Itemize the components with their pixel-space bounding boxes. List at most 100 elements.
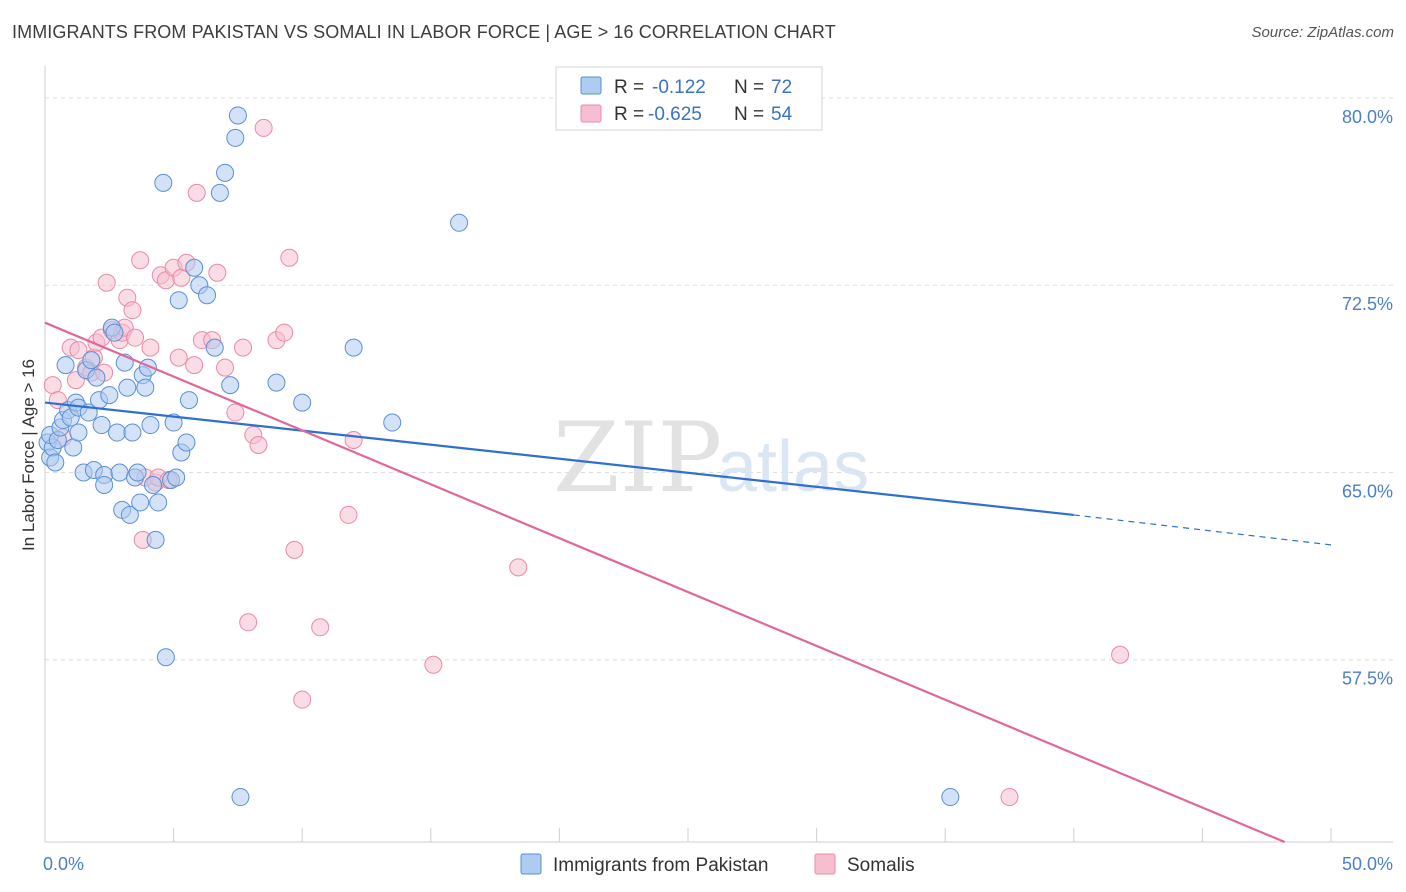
pakistan-point xyxy=(108,423,127,442)
y-tick-label: 80.0% xyxy=(1342,107,1393,127)
pakistan-point xyxy=(46,453,65,472)
y-tick-label: 57.5% xyxy=(1342,669,1393,689)
series-legend: Immigrants from Pakistan Somalis xyxy=(520,853,915,876)
somalis-point xyxy=(141,338,160,357)
bottom-swatch-somalis xyxy=(814,853,836,875)
pakistan-point xyxy=(110,463,129,482)
pakistan-point xyxy=(185,258,204,277)
somalis-point xyxy=(239,613,258,632)
somalis-point xyxy=(131,251,150,270)
pakistan-point xyxy=(231,788,250,807)
somalis-point xyxy=(97,273,116,292)
y-axis-title: In Labor Force | Age > 16 xyxy=(19,359,38,551)
y-tick-label: 72.5% xyxy=(1342,294,1393,314)
pakistan-point xyxy=(226,128,245,147)
pakistan-point xyxy=(154,173,173,192)
pakistan-point xyxy=(149,493,168,512)
pakistan-point xyxy=(144,475,163,494)
somalis-point xyxy=(311,618,330,637)
pakistan-point xyxy=(293,393,312,412)
pakistan-point xyxy=(95,475,114,494)
somalis-point xyxy=(285,540,304,559)
pakistan-point xyxy=(156,648,175,667)
pakistan-point xyxy=(69,423,88,442)
gridlines xyxy=(45,97,1393,661)
x-tick-label: 0.0% xyxy=(43,854,84,874)
legend-label-somalis: Somalis xyxy=(847,855,915,876)
somalis-point xyxy=(216,358,235,377)
pakistan-point xyxy=(167,468,186,487)
pakistan-point xyxy=(210,183,229,202)
watermark: ZIP atlas xyxy=(553,402,869,514)
somalis-point xyxy=(43,376,62,395)
somalis-point xyxy=(424,655,443,674)
pakistan-point xyxy=(136,378,155,397)
somalis-point xyxy=(1111,645,1130,664)
somalis-point xyxy=(226,403,245,422)
chart-title: IMMIGRANTS FROM PAKISTAN VS SOMALI IN LA… xyxy=(12,22,836,42)
pakistan-trend-line xyxy=(44,401,1074,517)
somalis-point xyxy=(339,505,358,524)
somalis-point xyxy=(275,323,294,342)
legend-swatch-pakistan xyxy=(580,76,602,95)
somalis-point xyxy=(69,341,88,360)
legend-n-label-2: N = xyxy=(734,104,764,125)
somalis-point xyxy=(185,356,204,375)
watermark-atlas: atlas xyxy=(717,427,869,507)
legend-r-label-1: R = xyxy=(614,77,644,98)
pakistan-point xyxy=(177,433,196,452)
trend-lines xyxy=(44,321,1332,844)
legend-r-label-2: R = xyxy=(614,104,644,125)
pakistan-point xyxy=(131,493,150,512)
somalis-point xyxy=(280,248,299,267)
pakistan-point xyxy=(164,413,183,432)
pakistan-point xyxy=(141,416,160,435)
somalis-trend-line xyxy=(44,321,1286,844)
watermark-zip: ZIP xyxy=(553,402,722,514)
legend-n-value-2: 54 xyxy=(771,104,793,125)
pakistan-point xyxy=(267,373,286,392)
pakistan-trend-extension xyxy=(1073,514,1332,546)
pakistan-point xyxy=(87,368,106,387)
bottom-swatch-pakistan xyxy=(520,853,542,875)
pakistan-point xyxy=(180,391,199,410)
pakistan-point xyxy=(118,378,137,397)
pakistan-point xyxy=(941,788,960,807)
x-tick-label: 50.0% xyxy=(1342,854,1393,874)
pakistan-point xyxy=(56,356,75,375)
pakistan-point xyxy=(123,423,142,442)
pakistan-point xyxy=(146,530,165,549)
pakistan-point xyxy=(82,351,101,370)
correlation-legend: R = -0.122 N = 72 R = -0.625 N = 54 xyxy=(555,66,823,131)
somalis-point xyxy=(344,431,363,450)
pakistan-points xyxy=(38,106,960,807)
pakistan-point xyxy=(64,438,83,457)
pakistan-point xyxy=(128,463,147,482)
pakistan-point xyxy=(228,106,247,125)
pakistan-point xyxy=(205,338,224,357)
pakistan-point xyxy=(198,286,217,305)
pakistan-point xyxy=(221,376,240,395)
somalis-point xyxy=(249,436,268,455)
axis-labels: 57.5% 65.0% 72.5% 80.0% 0.0% 50.0% In Labor Fo… xyxy=(19,107,1393,874)
legend-r-value-2: -0.625 xyxy=(648,104,702,125)
pakistan-point xyxy=(92,416,111,435)
source-credit: Source: ZipAtlas.com xyxy=(1251,24,1394,41)
y-tick-label: 65.0% xyxy=(1342,481,1393,501)
pakistan-point xyxy=(216,163,235,182)
somalis-point xyxy=(1000,788,1019,807)
somalis-point xyxy=(126,328,145,347)
somalis-point xyxy=(208,263,227,282)
pakistan-point xyxy=(100,386,119,405)
somalis-point xyxy=(187,183,206,202)
pakistan-point xyxy=(105,323,124,342)
legend-n-value-1: 72 xyxy=(771,77,792,98)
somalis-point xyxy=(509,558,528,577)
legend-r-value-1: -0.122 xyxy=(652,77,706,98)
somalis-point xyxy=(123,301,142,320)
somalis-point xyxy=(293,690,312,709)
legend-label-pakistan: Immigrants from Pakistan xyxy=(553,855,768,876)
legend-swatch-somalis xyxy=(580,104,602,123)
somalis-point xyxy=(234,338,253,357)
